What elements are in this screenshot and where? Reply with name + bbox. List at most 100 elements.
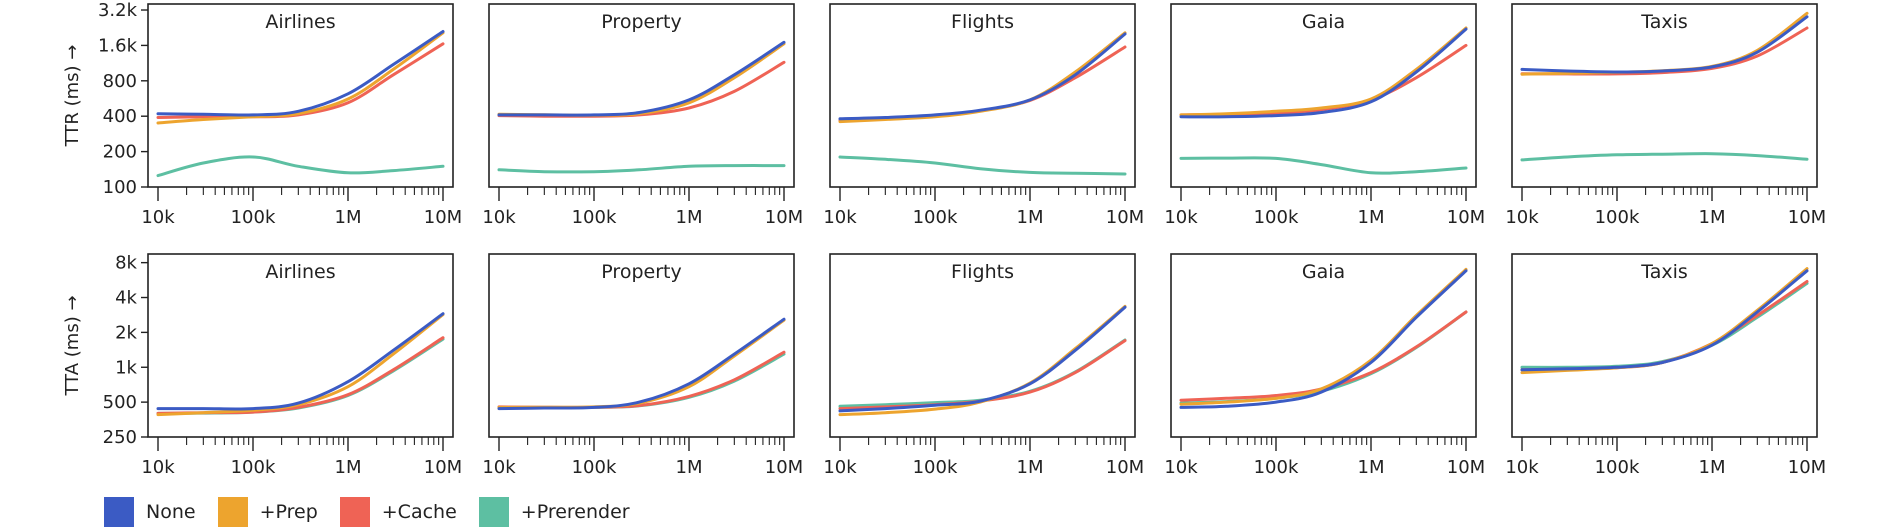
y-axis-label-row2: TTA (ms) → xyxy=(62,295,83,396)
x-tick-label-r2-flights-1: 100k xyxy=(913,457,958,478)
x-tick-label-r1-airlines-1: 100k xyxy=(231,207,276,228)
y-tick-label-r1-airlines-3: 800 xyxy=(103,71,137,92)
legend-label-prerender: +Prerender xyxy=(520,501,630,523)
series-line-none-r1-airlines xyxy=(156,30,445,117)
x-tick-label-r1-flights-0: 10k xyxy=(823,207,857,228)
series-line-none-r2-property xyxy=(497,317,786,411)
series-line-cache-r1-taxis xyxy=(1520,26,1809,76)
series-line-prep-r1-property xyxy=(497,42,786,117)
panel-title-r1-airlines: Airlines xyxy=(265,11,335,33)
series-line-prerender-r1-taxis xyxy=(1520,152,1809,162)
series-line-prep-r2-flights xyxy=(838,304,1127,417)
panel-frame-r2-flights xyxy=(829,253,1136,438)
series-line-prerender-r2-property xyxy=(497,352,786,410)
legend-label-prep: +Prep xyxy=(259,501,318,523)
legend-swatch-cache xyxy=(339,497,370,527)
series-line-prerender-r1-gaia xyxy=(1179,156,1468,175)
panel-title-r1-gaia: Gaia xyxy=(1302,11,1345,33)
x-tick-label-r2-airlines-3: 10M xyxy=(424,457,462,478)
panel-frame-r1-airlines xyxy=(147,3,454,188)
series-line-prerender-r1-flights xyxy=(838,155,1127,176)
series-line-prep-r2-taxis xyxy=(1520,267,1809,375)
panel-title-r2-gaia: Gaia xyxy=(1302,261,1345,283)
panel-title-r2-flights: Flights xyxy=(951,261,1014,283)
series-line-prerender-r1-property xyxy=(497,164,786,174)
panel-frame-r1-property xyxy=(488,3,795,188)
panel-title-r2-airlines: Airlines xyxy=(265,261,335,283)
series-line-cache-r1-gaia xyxy=(1179,43,1468,117)
y-tick-label-r2-airlines-4: 4k xyxy=(115,288,137,309)
x-tick-label-r1-taxis-0: 10k xyxy=(1505,207,1539,228)
series-line-none-r1-flights xyxy=(838,32,1127,121)
y-tick-label-r2-airlines-2: 1k xyxy=(115,357,137,378)
x-tick-label-r1-gaia-3: 10M xyxy=(1447,207,1485,228)
legend-swatch-prep xyxy=(217,497,248,527)
y-tick-label-r2-airlines-0: 250 xyxy=(103,427,137,448)
legend-label-none: None xyxy=(146,501,196,523)
x-tick-label-r2-taxis-3: 10M xyxy=(1788,457,1826,478)
x-tick-label-r2-airlines-2: 1M xyxy=(335,457,362,478)
panel-title-r1-taxis: Taxis xyxy=(1640,11,1688,33)
x-tick-label-r2-taxis-1: 100k xyxy=(1595,457,1640,478)
y-tick-label-r1-airlines-2: 400 xyxy=(103,106,137,127)
x-tick-label-r2-gaia-0: 10k xyxy=(1164,457,1198,478)
x-tick-label-r1-property-0: 10k xyxy=(482,207,516,228)
series-line-prep-r2-airlines xyxy=(156,313,445,417)
x-tick-label-r1-flights-1: 100k xyxy=(913,207,958,228)
panel-frame-r2-property xyxy=(488,253,795,438)
x-tick-label-r2-property-1: 100k xyxy=(572,457,617,478)
x-tick-label-r2-airlines-1: 100k xyxy=(231,457,276,478)
x-tick-label-r2-gaia-1: 100k xyxy=(1254,457,1299,478)
series-line-none-r2-airlines xyxy=(156,312,445,411)
x-tick-label-r1-airlines-2: 1M xyxy=(335,207,362,228)
x-tick-label-r1-property-1: 100k xyxy=(572,207,617,228)
legend-item-cache: +Cache xyxy=(339,497,457,527)
y-tick-label-r2-airlines-5: 8k xyxy=(115,253,137,274)
series-line-prep-r1-gaia xyxy=(1179,26,1468,117)
y-axis-label-row1: TTR (ms) → xyxy=(62,45,83,148)
x-tick-label-r2-property-0: 10k xyxy=(482,457,516,478)
panel-frame-r2-taxis xyxy=(1511,253,1818,438)
x-tick-label-r2-airlines-0: 10k xyxy=(141,457,175,478)
y-tick-label-r2-airlines-3: 2k xyxy=(115,322,137,343)
series-line-none-r2-gaia xyxy=(1179,269,1468,409)
series-line-none-r1-property xyxy=(497,40,786,117)
panel-title-r1-property: Property xyxy=(601,11,681,33)
x-tick-label-r2-flights-3: 10M xyxy=(1106,457,1144,478)
series-line-prerender-r2-flights xyxy=(838,338,1127,408)
panel-title-r2-property: Property xyxy=(601,261,681,283)
series-line-cache-r2-property xyxy=(497,350,786,409)
x-tick-label-r1-airlines-3: 10M xyxy=(424,207,462,228)
x-tick-label-r2-property-2: 1M xyxy=(676,457,703,478)
x-tick-label-r1-taxis-1: 100k xyxy=(1595,207,1640,228)
x-tick-label-r1-flights-2: 1M xyxy=(1017,207,1044,228)
legend-swatch-none xyxy=(104,497,134,527)
x-tick-label-r1-property-2: 1M xyxy=(676,207,703,228)
series-line-cache-r2-taxis xyxy=(1520,280,1809,372)
panel-frame-r2-gaia xyxy=(1170,253,1477,438)
y-tick-label-r1-airlines-0: 100 xyxy=(103,177,137,198)
legend-item-none: None xyxy=(104,497,196,527)
series-line-prerender-r2-taxis xyxy=(1520,281,1809,369)
x-tick-label-r1-airlines-0: 10k xyxy=(141,207,175,228)
series-line-prep-r1-airlines xyxy=(156,31,445,125)
legend-label-cache: +Cache xyxy=(381,501,457,523)
panel-title-r1-flights: Flights xyxy=(951,11,1014,33)
x-tick-label-r1-flights-3: 10M xyxy=(1106,207,1144,228)
x-tick-label-r1-gaia-0: 10k xyxy=(1164,207,1198,228)
series-line-prerender-r1-airlines xyxy=(156,155,445,178)
series-line-none-r2-flights xyxy=(838,305,1127,413)
x-tick-label-r1-taxis-2: 1M xyxy=(1699,207,1726,228)
y-tick-label-r1-airlines-5: 3.2k xyxy=(98,0,138,21)
legend: None +Prep +Cache +Prerender xyxy=(104,497,630,527)
series-line-none-r1-gaia xyxy=(1179,27,1468,119)
series-line-none-r1-taxis xyxy=(1520,15,1809,74)
series-line-none-r2-taxis xyxy=(1520,269,1809,372)
series-line-prep-r2-property xyxy=(497,318,786,409)
series-line-prep-r2-gaia xyxy=(1179,267,1468,406)
x-tick-label-r1-taxis-3: 10M xyxy=(1788,207,1826,228)
x-tick-label-r2-gaia-2: 1M xyxy=(1358,457,1385,478)
x-tick-label-r2-gaia-3: 10M xyxy=(1447,457,1485,478)
x-tick-label-r2-flights-2: 1M xyxy=(1017,457,1044,478)
x-tick-label-r2-flights-0: 10k xyxy=(823,457,857,478)
